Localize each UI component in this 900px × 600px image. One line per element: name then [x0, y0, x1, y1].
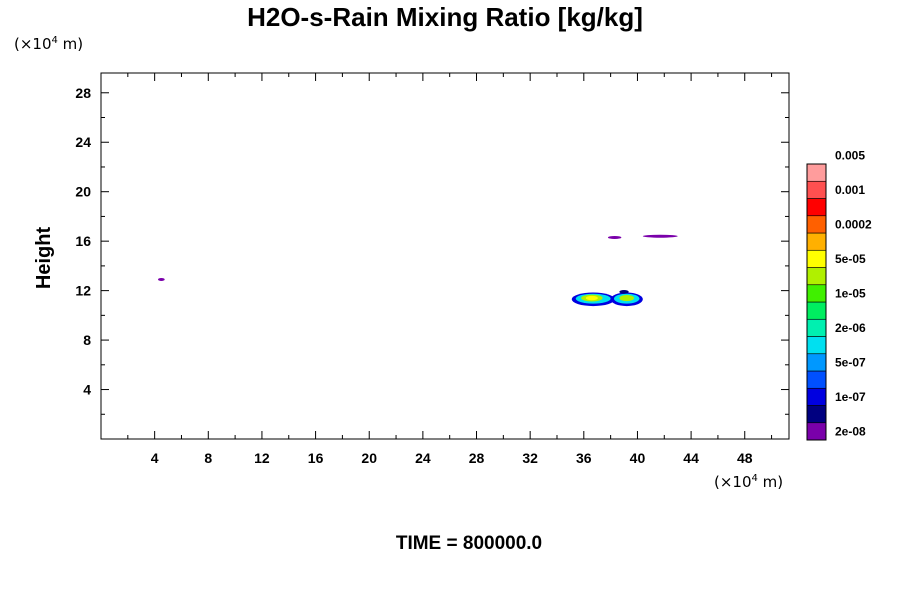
colorbar: 2e-08 1e-07 5e-07 2e-06 1e-05 5e-05 0.0002 0.00…	[806, 148, 872, 441]
colorbar-cell-5	[806, 336, 827, 355]
rain-contour-10	[619, 290, 629, 294]
rain-contour-0	[157, 277, 165, 281]
y-tick-label-12: 12	[75, 283, 91, 299]
x-tick-label-36: 36	[576, 450, 592, 466]
colorbar-label-8: 0.005	[835, 148, 865, 162]
colorbar-cell-13	[806, 198, 827, 217]
x-axis-unit-exponent: 4	[752, 473, 758, 484]
x-tick-label-44: 44	[683, 450, 699, 466]
colorbar-label-7: 0.001	[835, 183, 865, 197]
colorbar-label-1: 1e-07	[835, 390, 866, 404]
colorbar-cell-12	[806, 215, 827, 234]
colorbar-label-0: 2e-08	[835, 424, 866, 438]
y-axis-label: Height	[33, 227, 55, 290]
x-tick-label-28: 28	[469, 450, 485, 466]
colorbar-cell-10	[806, 249, 827, 268]
rain-contour-9	[619, 294, 635, 302]
y-tick-label-20: 20	[75, 184, 91, 200]
colorbar-cell-15	[806, 163, 827, 182]
x-tick-label-40: 40	[630, 450, 646, 466]
x-axis-unit-suffix: m)	[758, 473, 783, 491]
x-tick-label-4: 4	[151, 450, 159, 466]
x-tick-label-12: 12	[254, 450, 270, 466]
y-tick-label-16: 16	[75, 233, 91, 249]
x-tick-label-8: 8	[204, 450, 212, 466]
colorbar-cell-11	[806, 232, 827, 251]
colorbar-cell-14	[806, 180, 827, 199]
y-tick-label-28: 28	[75, 85, 91, 101]
colorbar-label-5: 5e-05	[835, 252, 866, 266]
x-axis-unit: (×104 m)	[714, 473, 783, 491]
rain-contour-6	[585, 295, 598, 301]
colorbar-cell-4	[806, 353, 827, 372]
plot-features	[157, 234, 678, 307]
colorbar-label-2: 5e-07	[835, 355, 866, 369]
rain-contour-2	[642, 234, 678, 238]
colorbar-cell-3	[806, 370, 827, 389]
y-tick-label-24: 24	[75, 134, 91, 150]
colorbar-cell-7	[806, 301, 827, 320]
rain-contour-1	[607, 235, 622, 239]
x-tick-label-48: 48	[737, 450, 753, 466]
colorbar-frame	[806, 163, 827, 441]
x-axis-unit-prefix: (×10	[714, 473, 752, 491]
colorbar-cell-0	[806, 422, 827, 441]
colorbar-label-4: 1e-05	[835, 286, 866, 300]
colorbar-cell-9	[806, 267, 827, 286]
x-tick-label-32: 32	[522, 450, 538, 466]
colorbar-cell-8	[806, 284, 827, 303]
y-axis-unit-suffix: m)	[58, 35, 83, 53]
colorbar-cell-1	[806, 405, 827, 424]
colorbar-cell-2	[806, 387, 827, 406]
colorbar-cell-6	[806, 318, 827, 337]
y-axis-unit-prefix: (×10	[14, 35, 52, 53]
chart-title: H2O-s-Rain Mixing Ratio [kg/kg]	[247, 2, 643, 32]
y-axis-unit-exponent: 4	[52, 35, 58, 46]
colorbar-label-3: 2e-06	[835, 321, 866, 335]
time-annotation: TIME = 800000.0	[396, 533, 542, 554]
x-tick-label-24: 24	[415, 450, 431, 466]
y-tick-label-4: 4	[83, 382, 91, 398]
x-tick-label-20: 20	[361, 450, 377, 466]
colorbar-label-6: 0.0002	[835, 217, 872, 231]
y-axis-unit: (×104 m)	[14, 35, 83, 53]
plot-frame	[100, 72, 790, 440]
x-tick-label-16: 16	[308, 450, 324, 466]
y-tick-label-8: 8	[83, 332, 91, 348]
